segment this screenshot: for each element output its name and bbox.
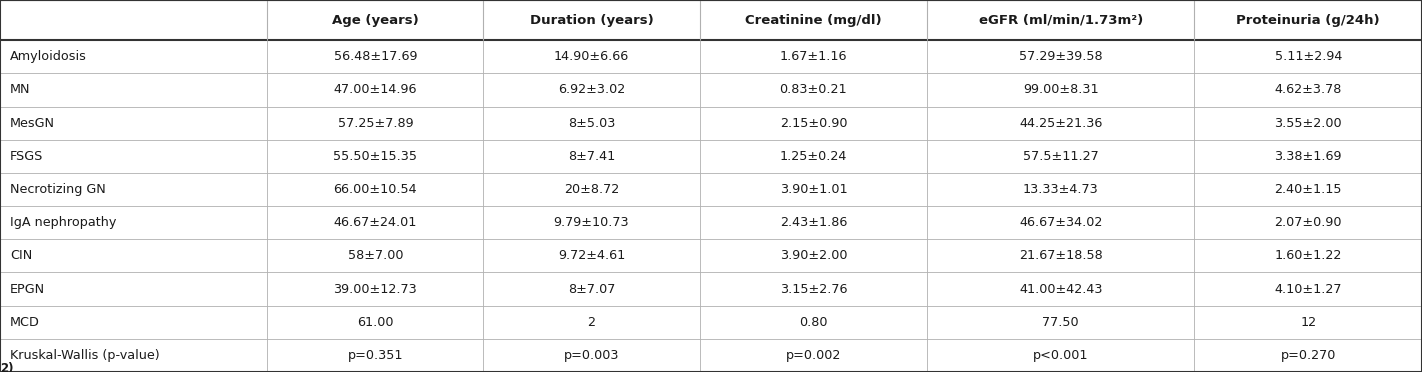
- Text: 39.00±12.73: 39.00±12.73: [334, 283, 417, 295]
- Text: 21.67±18.58: 21.67±18.58: [1020, 249, 1102, 262]
- Text: p=0.002: p=0.002: [786, 349, 840, 362]
- Text: Creatinine (mg/dl): Creatinine (mg/dl): [745, 14, 882, 26]
- Text: 9.72±4.61: 9.72±4.61: [557, 249, 626, 262]
- Text: 57.5±11.27: 57.5±11.27: [1022, 150, 1099, 163]
- Text: 2): 2): [0, 362, 13, 372]
- Text: 77.50: 77.50: [1042, 316, 1079, 329]
- Text: Necrotizing GN: Necrotizing GN: [10, 183, 105, 196]
- Text: Age (years): Age (years): [331, 14, 419, 26]
- Text: EPGN: EPGN: [10, 283, 46, 295]
- Text: FSGS: FSGS: [10, 150, 43, 163]
- Text: 1.67±1.16: 1.67±1.16: [779, 50, 848, 63]
- Text: 57.29±39.58: 57.29±39.58: [1020, 50, 1102, 63]
- Text: 3.90±1.01: 3.90±1.01: [779, 183, 848, 196]
- Text: p=0.003: p=0.003: [563, 349, 620, 362]
- Text: 1.60±1.22: 1.60±1.22: [1274, 249, 1342, 262]
- Text: 8±7.41: 8±7.41: [567, 150, 616, 163]
- Text: 12: 12: [1300, 316, 1317, 329]
- Text: 99.00±8.31: 99.00±8.31: [1022, 83, 1099, 96]
- Text: 1.25±0.24: 1.25±0.24: [779, 150, 848, 163]
- Text: 58±7.00: 58±7.00: [347, 249, 404, 262]
- Text: MCD: MCD: [10, 316, 40, 329]
- Text: 57.25±7.89: 57.25±7.89: [337, 117, 414, 129]
- Text: 9.79±10.73: 9.79±10.73: [553, 216, 630, 229]
- Text: MN: MN: [10, 83, 30, 96]
- Text: p=0.270: p=0.270: [1281, 349, 1335, 362]
- Text: 6.92±3.02: 6.92±3.02: [557, 83, 626, 96]
- Text: 2.15±0.90: 2.15±0.90: [779, 117, 848, 129]
- Text: 46.67±24.01: 46.67±24.01: [334, 216, 417, 229]
- Text: 4.62±3.78: 4.62±3.78: [1274, 83, 1342, 96]
- Text: 0.83±0.21: 0.83±0.21: [779, 83, 848, 96]
- Text: eGFR (ml/min/1.73m²): eGFR (ml/min/1.73m²): [978, 14, 1143, 26]
- Text: 2: 2: [587, 316, 596, 329]
- Text: 5.11±2.94: 5.11±2.94: [1274, 50, 1342, 63]
- Text: p=0.351: p=0.351: [347, 349, 404, 362]
- Text: 14.90±6.66: 14.90±6.66: [555, 50, 629, 63]
- Text: 41.00±42.43: 41.00±42.43: [1020, 283, 1102, 295]
- Text: Duration (years): Duration (years): [529, 14, 654, 26]
- Text: 66.00±10.54: 66.00±10.54: [334, 183, 417, 196]
- Text: 2.07±0.90: 2.07±0.90: [1274, 216, 1342, 229]
- Text: 4.10±1.27: 4.10±1.27: [1274, 283, 1342, 295]
- Text: 8±7.07: 8±7.07: [567, 283, 616, 295]
- Text: CIN: CIN: [10, 249, 33, 262]
- Text: 2.40±1.15: 2.40±1.15: [1274, 183, 1342, 196]
- Text: 0.80: 0.80: [799, 316, 828, 329]
- Text: IgA nephropathy: IgA nephropathy: [10, 216, 117, 229]
- Text: 56.48±17.69: 56.48±17.69: [334, 50, 417, 63]
- Text: 3.38±1.69: 3.38±1.69: [1274, 150, 1342, 163]
- Text: 8±5.03: 8±5.03: [567, 117, 616, 129]
- Text: 61.00: 61.00: [357, 316, 394, 329]
- Text: 3.90±2.00: 3.90±2.00: [779, 249, 848, 262]
- Text: 46.67±34.02: 46.67±34.02: [1020, 216, 1102, 229]
- Text: 3.55±2.00: 3.55±2.00: [1274, 117, 1342, 129]
- Text: 20±8.72: 20±8.72: [565, 183, 619, 196]
- Text: Kruskal-Wallis (p-value): Kruskal-Wallis (p-value): [10, 349, 159, 362]
- Text: 55.50±15.35: 55.50±15.35: [333, 150, 418, 163]
- Text: 2.43±1.86: 2.43±1.86: [779, 216, 848, 229]
- Text: 13.33±4.73: 13.33±4.73: [1022, 183, 1099, 196]
- Text: 47.00±14.96: 47.00±14.96: [334, 83, 417, 96]
- Text: 44.25±21.36: 44.25±21.36: [1020, 117, 1102, 129]
- Text: p<0.001: p<0.001: [1032, 349, 1089, 362]
- Text: MesGN: MesGN: [10, 117, 55, 129]
- Text: Proteinuria (g/24h): Proteinuria (g/24h): [1236, 14, 1381, 26]
- Text: Amyloidosis: Amyloidosis: [10, 50, 87, 63]
- Text: 3.15±2.76: 3.15±2.76: [779, 283, 848, 295]
